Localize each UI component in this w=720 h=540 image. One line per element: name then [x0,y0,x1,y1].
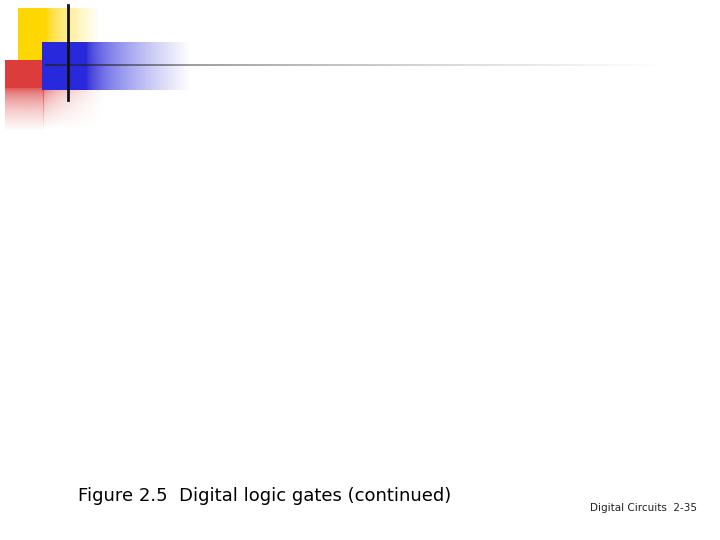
Bar [5,60,43,87]
Text: Digital Circuits  2-35: Digital Circuits 2-35 [590,503,697,513]
Bar [18,8,45,60]
Bar [42,42,86,90]
Text: Figure 2.5  Digital logic gates (continued): Figure 2.5 Digital logic gates (continue… [78,487,451,505]
